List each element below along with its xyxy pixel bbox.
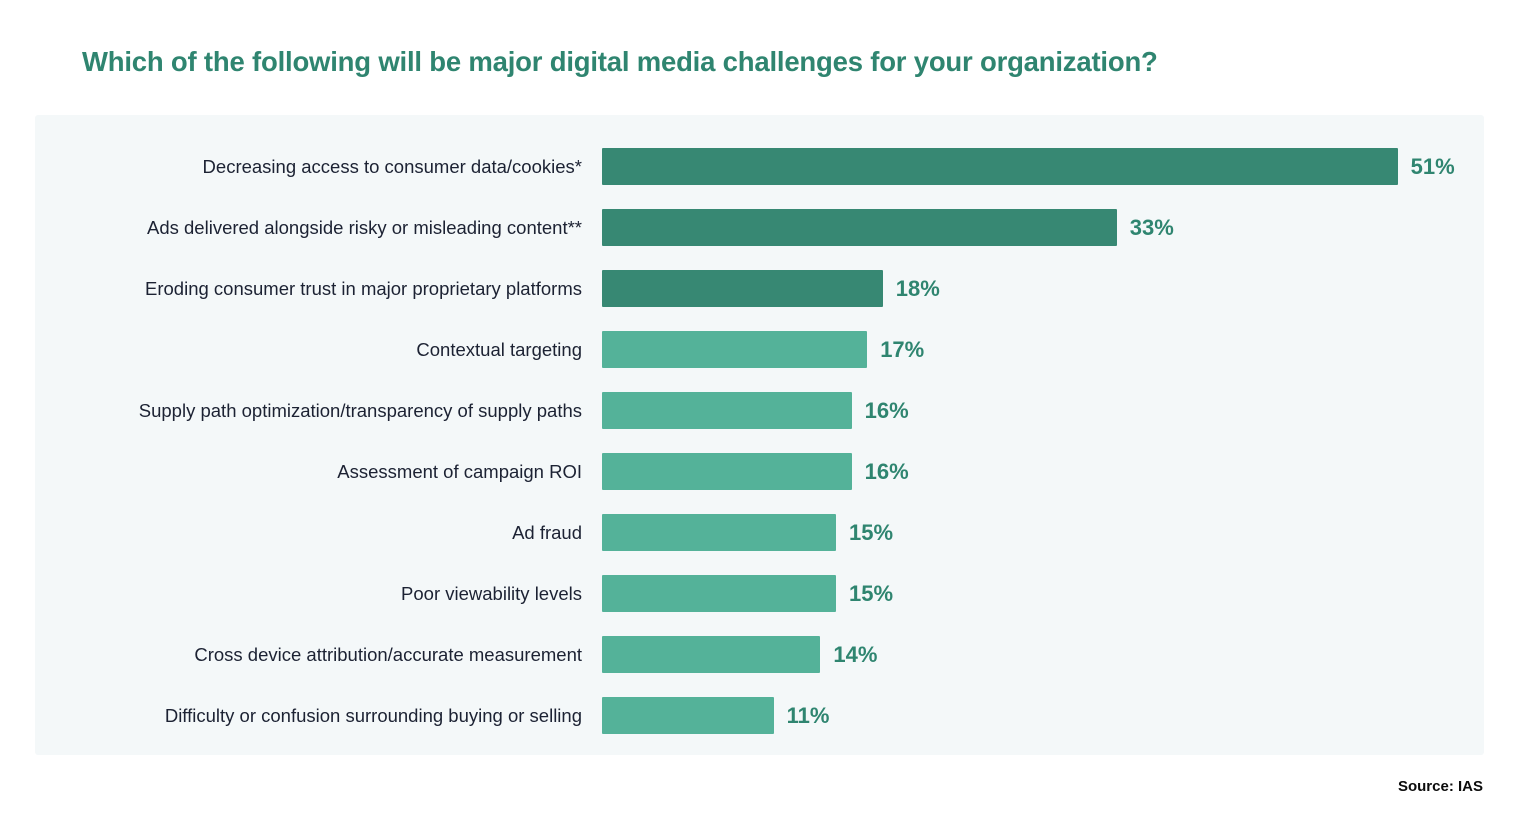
bar-value-label: 33% (1129, 214, 1174, 240)
bar-value-label: 14% (833, 641, 878, 667)
bar-row: Ads delivered alongside risky or mislead… (35, 209, 1484, 246)
chart-source-note: Source: IAS (1397, 778, 1483, 795)
bar-row: Cross device attribution/accurate measur… (35, 636, 1484, 673)
bar-value-label: 15% (849, 580, 894, 606)
bar-value-label: 16% (864, 458, 909, 484)
bar-category-label: Decreasing access to consumer data/cooki… (202, 155, 582, 177)
bar-row: Difficulty or confusion surrounding buyi… (35, 697, 1484, 734)
bar-category-label: Difficulty or confusion surrounding buyi… (164, 704, 582, 726)
bar-category-label: Ads delivered alongside risky or mislead… (147, 216, 582, 238)
bar-row: Decreasing access to consumer data/cooki… (35, 148, 1484, 185)
bar-value-label: 16% (864, 397, 909, 423)
bar-category-label: Cross device attribution/accurate measur… (194, 643, 582, 665)
bar-value-label: 51% (1410, 153, 1455, 179)
bar (602, 392, 852, 429)
bar-value-label: 17% (880, 336, 925, 362)
bar-value-label: 15% (849, 519, 894, 545)
bar-category-label: Contextual targeting (416, 338, 582, 360)
bar (602, 514, 836, 551)
bar (602, 209, 1117, 246)
bar-value-label: 18% (895, 275, 940, 301)
bar-row: Assessment of campaign ROI 16% (35, 453, 1484, 490)
bar-row: Ad fraud 15% (35, 514, 1484, 551)
bar-category-label: Eroding consumer trust in major propriet… (145, 277, 582, 299)
bar-row: Supply path optimization/transparency of… (35, 392, 1484, 429)
bar (602, 453, 852, 490)
bar-category-label: Supply path optimization/transparency of… (138, 399, 582, 421)
chart-title: Which of the following will be major dig… (82, 46, 1158, 77)
bar-row: Contextual targeting 17% (35, 331, 1484, 368)
bar (602, 270, 883, 307)
bar-category-label: Assessment of campaign ROI (337, 460, 582, 482)
bar-category-label: Ad fraud (512, 521, 582, 543)
bar (602, 697, 774, 734)
bar (602, 331, 868, 368)
bar (602, 575, 836, 612)
bar (602, 148, 1398, 185)
bar-category-label: Poor viewability levels (401, 582, 582, 604)
bar (602, 636, 821, 673)
bar-row: Poor viewability levels 15% (35, 575, 1484, 612)
bar-row: Eroding consumer trust in major propriet… (35, 270, 1484, 307)
chart-plot-area: Decreasing access to consumer data/cooki… (35, 115, 1484, 755)
bar-value-label: 11% (786, 702, 830, 728)
